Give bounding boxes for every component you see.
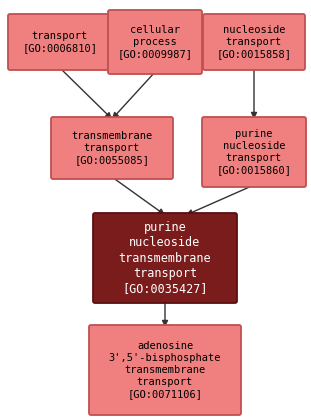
Text: cellular
process
[GO:0009987]: cellular process [GO:0009987] <box>118 25 193 59</box>
FancyBboxPatch shape <box>203 14 305 70</box>
FancyBboxPatch shape <box>89 325 241 415</box>
Text: transmembrane
transport
[GO:0055085]: transmembrane transport [GO:0055085] <box>72 131 153 165</box>
Text: nucleoside
transport
[GO:0015858]: nucleoside transport [GO:0015858] <box>216 25 291 59</box>
FancyBboxPatch shape <box>108 10 202 74</box>
Text: purine
nucleoside
transport
[GO:0015860]: purine nucleoside transport [GO:0015860] <box>216 129 291 175</box>
Text: purine
nucleoside
transmembrane
transport
[GO:0035427]: purine nucleoside transmembrane transpor… <box>119 220 211 295</box>
FancyBboxPatch shape <box>202 117 306 187</box>
Text: adenosine
3',5'-bisphosphate
transmembrane
transport
[GO:0071106]: adenosine 3',5'-bisphosphate transmembra… <box>109 341 221 399</box>
FancyBboxPatch shape <box>8 14 112 70</box>
FancyBboxPatch shape <box>51 117 173 179</box>
Text: transport
[GO:0006810]: transport [GO:0006810] <box>22 31 98 53</box>
FancyBboxPatch shape <box>93 213 237 303</box>
